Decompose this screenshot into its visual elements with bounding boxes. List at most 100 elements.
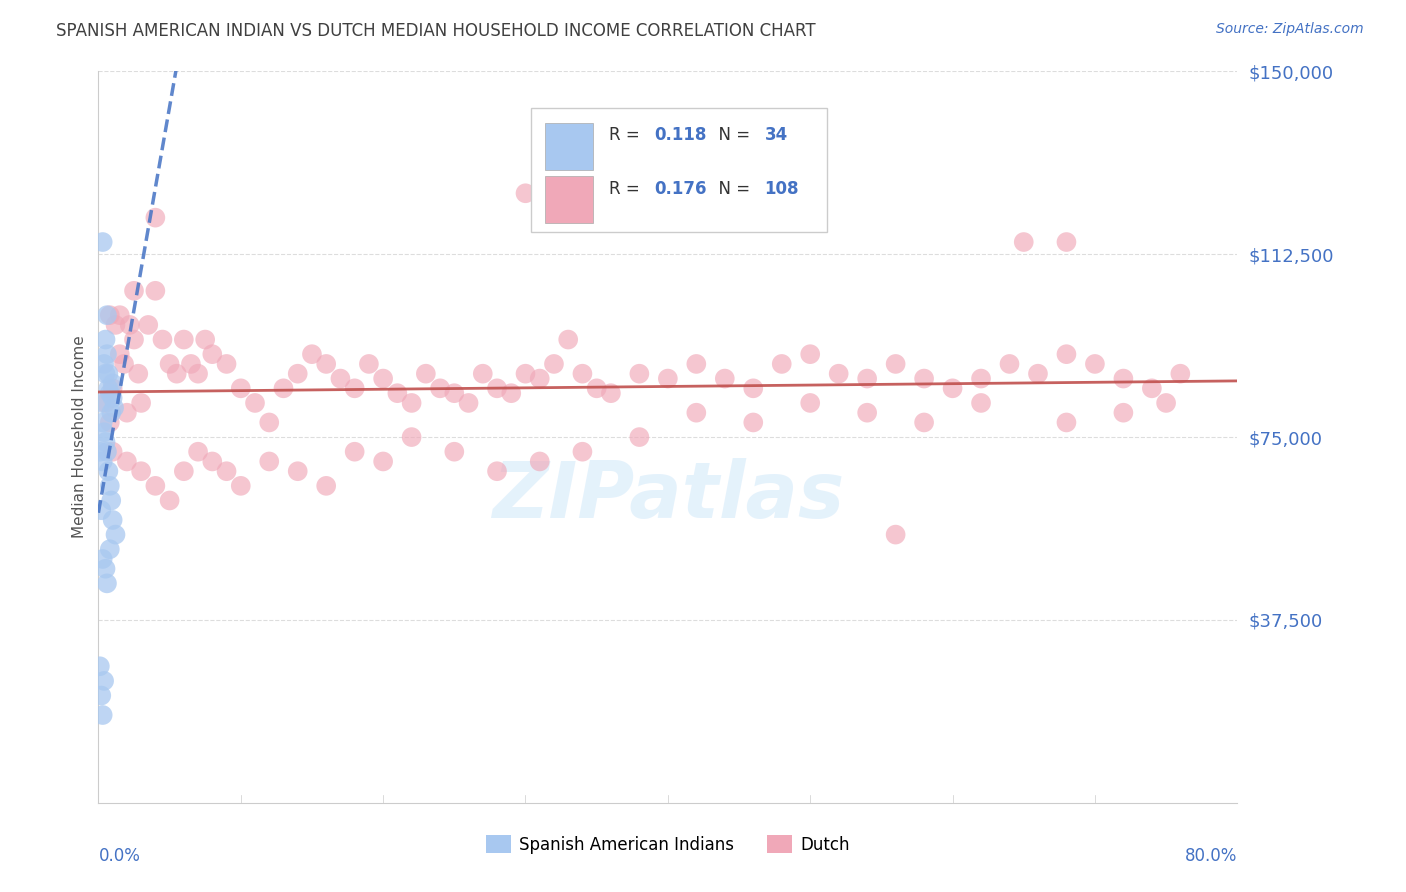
Point — [112, 357, 135, 371]
Point — [942, 381, 965, 395]
Point — [287, 464, 309, 478]
Point — [129, 464, 152, 478]
Point — [101, 513, 124, 527]
Point — [129, 396, 152, 410]
Point — [1112, 406, 1135, 420]
Point — [159, 493, 181, 508]
Point — [529, 371, 551, 385]
Text: R =: R = — [609, 126, 644, 145]
Point — [91, 454, 114, 468]
Point — [301, 347, 323, 361]
Point — [115, 454, 138, 468]
Point — [912, 371, 935, 385]
Text: N =: N = — [707, 179, 755, 198]
Point — [187, 444, 209, 458]
Point — [96, 444, 118, 458]
Point — [912, 416, 935, 430]
Point — [100, 493, 122, 508]
Point — [98, 542, 121, 557]
Point — [108, 308, 131, 322]
Point — [373, 454, 395, 468]
Point — [357, 357, 380, 371]
Point — [585, 381, 607, 395]
Point — [273, 381, 295, 395]
Point — [201, 347, 224, 361]
Point — [101, 391, 124, 405]
Point — [96, 576, 118, 591]
Point — [97, 367, 120, 381]
Point — [91, 708, 114, 723]
Text: 0.118: 0.118 — [654, 126, 707, 145]
Point — [685, 357, 707, 371]
Point — [415, 367, 437, 381]
Point — [229, 381, 252, 395]
Point — [1084, 357, 1107, 371]
Point — [108, 347, 131, 361]
Point — [91, 552, 114, 566]
Point — [145, 211, 167, 225]
Y-axis label: Median Household Income: Median Household Income — [72, 335, 87, 539]
Point — [742, 416, 765, 430]
Point — [287, 367, 309, 381]
Point — [998, 357, 1021, 371]
Point — [543, 357, 565, 371]
Point — [115, 406, 138, 420]
Point — [98, 308, 121, 322]
Point — [457, 396, 479, 410]
Point — [884, 357, 907, 371]
Point — [90, 503, 112, 517]
Point — [259, 454, 281, 468]
Point — [97, 464, 120, 478]
Text: 80.0%: 80.0% — [1185, 847, 1237, 864]
Point — [104, 527, 127, 541]
Point — [799, 347, 821, 361]
Point — [515, 186, 537, 201]
Point — [89, 659, 111, 673]
Point — [145, 284, 167, 298]
Point — [94, 396, 117, 410]
Text: SPANISH AMERICAN INDIAN VS DUTCH MEDIAN HOUSEHOLD INCOME CORRELATION CHART: SPANISH AMERICAN INDIAN VS DUTCH MEDIAN … — [56, 22, 815, 40]
Point — [94, 333, 117, 347]
Point — [101, 444, 124, 458]
Point — [343, 444, 366, 458]
Point — [98, 416, 121, 430]
Point — [152, 333, 174, 347]
Point — [529, 454, 551, 468]
Point — [159, 357, 181, 371]
Point — [93, 425, 115, 440]
Point — [387, 386, 409, 401]
Point — [94, 434, 117, 449]
Point — [136, 318, 159, 332]
Text: 108: 108 — [765, 179, 799, 198]
Point — [856, 406, 879, 420]
Point — [94, 367, 117, 381]
Point — [118, 318, 141, 332]
Point — [215, 357, 238, 371]
Point — [1056, 416, 1078, 430]
Point — [1170, 367, 1192, 381]
Point — [194, 333, 217, 347]
Point — [101, 381, 124, 395]
Point — [515, 367, 537, 381]
Text: 0.176: 0.176 — [654, 179, 707, 198]
Text: 34: 34 — [765, 126, 787, 145]
Point — [628, 367, 651, 381]
Point — [770, 357, 793, 371]
Text: N =: N = — [707, 126, 755, 145]
Point — [429, 381, 451, 395]
Point — [571, 444, 593, 458]
Point — [486, 381, 509, 395]
Point — [799, 396, 821, 410]
Point — [94, 562, 117, 576]
Point — [259, 416, 281, 430]
Point — [96, 347, 118, 361]
Point — [1056, 347, 1078, 361]
Point — [600, 386, 623, 401]
Point — [1056, 235, 1078, 249]
Point — [100, 406, 122, 420]
Point — [1154, 396, 1177, 410]
Point — [98, 479, 121, 493]
Point — [714, 371, 737, 385]
Point — [101, 376, 124, 391]
Point — [91, 235, 114, 249]
